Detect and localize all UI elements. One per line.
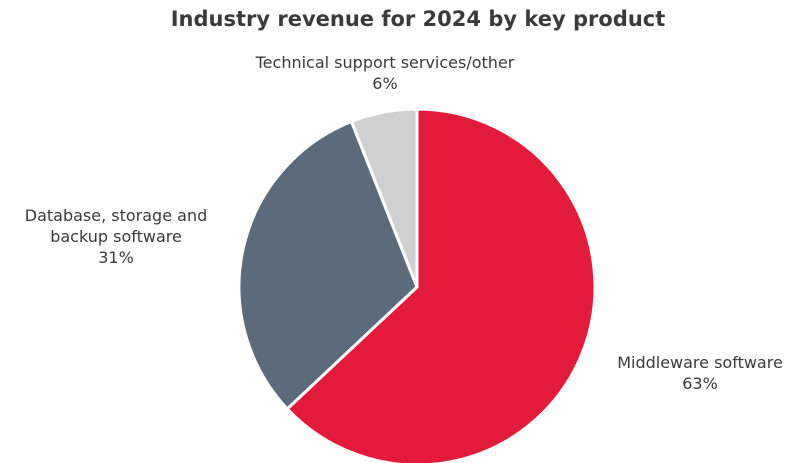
slice-label-1: Database, storage and backup software 31%: [25, 206, 207, 267]
slice-label-0: Middleware software 63%: [617, 353, 783, 393]
slice-name-line: Middleware software: [617, 353, 783, 372]
slice-name-line: Database, storage and: [25, 206, 207, 225]
slice-name-line: backup software: [50, 227, 182, 246]
slice-value-label: 6%: [372, 74, 397, 93]
chart-title: Industry revenue for 2024 by key product: [171, 7, 666, 31]
slice-labels: Middleware software 63% Database, storage …: [25, 53, 783, 393]
slice-name-line: Technical support services/other: [255, 53, 515, 72]
pie-slice-0: [285, 107, 597, 463]
pie-slice-1: [237, 120, 419, 411]
slice-value-label: 31%: [98, 248, 134, 267]
pie-slice-2: [349, 107, 419, 289]
slice-label-2: Technical support services/other 6%: [255, 53, 515, 93]
slice-value-label: 63%: [682, 374, 718, 393]
pie-slices: [237, 107, 597, 463]
